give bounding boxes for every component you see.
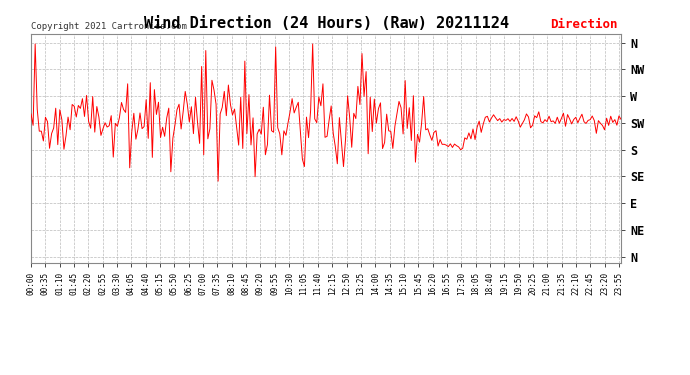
Title: Wind Direction (24 Hours) (Raw) 20211124: Wind Direction (24 Hours) (Raw) 20211124 <box>144 16 509 31</box>
Text: Copyright 2021 Cartronics.com: Copyright 2021 Cartronics.com <box>31 22 187 32</box>
Text: Direction: Direction <box>551 18 618 32</box>
